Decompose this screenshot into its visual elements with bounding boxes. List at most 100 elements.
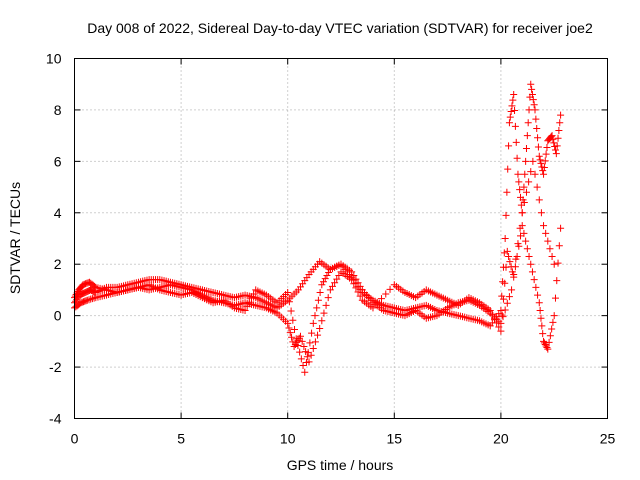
data-point — [532, 115, 540, 123]
data-point — [299, 362, 307, 370]
data-point — [378, 295, 386, 303]
data-point — [507, 107, 515, 115]
data-point — [516, 224, 524, 232]
data-point — [297, 355, 305, 363]
data-point — [350, 280, 358, 288]
data-point — [548, 132, 556, 140]
data-point — [528, 91, 536, 98]
data-point — [354, 288, 362, 296]
data-point — [525, 178, 533, 186]
data-point — [284, 319, 292, 327]
data-point — [356, 292, 364, 300]
data-point — [542, 150, 550, 158]
data-point — [509, 96, 517, 104]
data-point — [502, 263, 510, 271]
data-point — [531, 106, 539, 114]
y-tick-label: 2 — [54, 256, 62, 272]
data-point — [540, 339, 548, 347]
data-point — [548, 253, 556, 260]
data-point — [554, 259, 562, 267]
data-point — [508, 102, 516, 110]
chart-title: Day 008 of 2022, Sidereal Day-to-day VTE… — [87, 20, 593, 36]
data-point — [542, 342, 550, 350]
data-point — [511, 263, 519, 271]
data-point — [348, 276, 356, 284]
data-point — [87, 295, 95, 303]
data-point — [528, 268, 536, 276]
data-point — [241, 307, 249, 314]
data-point — [533, 124, 541, 132]
data-point — [503, 188, 511, 196]
data-point — [522, 237, 530, 245]
data-point — [324, 294, 332, 302]
data-point — [521, 170, 529, 178]
data-point — [525, 106, 533, 114]
data-point — [522, 145, 530, 152]
data-point — [309, 319, 317, 327]
data-point — [540, 222, 548, 230]
data-point — [352, 275, 360, 283]
plot-frame — [74, 58, 608, 419]
data-point — [323, 272, 331, 280]
data-point — [549, 318, 557, 326]
data-point — [501, 279, 509, 287]
data-point — [85, 296, 93, 304]
data-point — [382, 290, 390, 298]
y-tick-labels: -4 -2 0 2 4 6 8 10 — [46, 51, 62, 427]
data-point — [294, 341, 302, 349]
y-axis-label: SDTVAR / TECUs — [7, 182, 23, 294]
data-point — [286, 329, 294, 337]
data-point — [543, 344, 551, 352]
y-tick-label: 10 — [46, 51, 62, 67]
data-point — [296, 348, 304, 356]
data-point — [289, 316, 297, 324]
series-track-c — [71, 157, 558, 376]
data-point — [527, 80, 535, 88]
data-point — [505, 293, 513, 301]
data-point — [499, 295, 507, 303]
data-point — [539, 167, 547, 175]
data-point — [88, 295, 96, 303]
y-tick-label: 8 — [54, 102, 62, 118]
data-point — [501, 235, 509, 242]
data-point — [540, 170, 548, 178]
data-point — [510, 91, 518, 98]
data-point — [546, 332, 554, 340]
data-point — [325, 268, 333, 276]
data-point — [318, 281, 326, 289]
data-point — [302, 358, 310, 366]
data-point — [298, 337, 306, 345]
data-point — [296, 332, 304, 340]
data-point — [522, 188, 530, 196]
data-point — [250, 290, 258, 298]
grid — [74, 58, 608, 419]
y-tick-label: 6 — [54, 153, 62, 169]
data-point — [386, 285, 394, 293]
x-tick-label: 10 — [280, 431, 296, 447]
data-point — [508, 286, 516, 294]
data-point — [529, 96, 537, 104]
data-point — [303, 353, 311, 361]
data-point — [548, 325, 556, 333]
data-point — [527, 260, 535, 268]
data-point — [503, 247, 511, 255]
data-point — [316, 289, 324, 296]
data-point — [284, 289, 292, 296]
axis-ticks — [74, 58, 608, 419]
data-point — [518, 209, 526, 217]
data-point — [557, 224, 565, 232]
data-point — [544, 345, 552, 353]
data-point — [557, 111, 565, 119]
data-point — [498, 311, 506, 319]
data-point — [82, 297, 90, 305]
data-point — [321, 275, 329, 283]
data-point — [534, 134, 542, 142]
data-point — [545, 338, 553, 346]
data-point — [538, 322, 546, 330]
y-tick-label: -2 — [49, 359, 62, 375]
data-point — [527, 168, 535, 176]
data-point — [552, 150, 560, 158]
data-point — [292, 335, 300, 343]
data-point — [314, 296, 322, 304]
data-point — [313, 304, 321, 312]
